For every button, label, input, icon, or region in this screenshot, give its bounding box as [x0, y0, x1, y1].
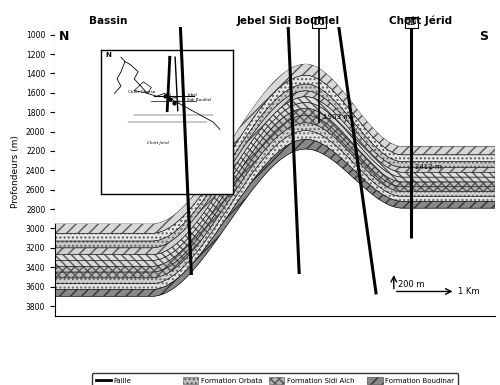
Text: 1903 m: 1903 m: [322, 114, 349, 120]
Polygon shape: [55, 75, 495, 241]
Polygon shape: [55, 102, 495, 266]
Y-axis label: Profondeurs (m): Profondeurs (m): [11, 135, 20, 208]
Text: N: N: [58, 30, 69, 43]
Text: Chott Jérid: Chott Jérid: [388, 15, 452, 26]
Text: 200 m: 200 m: [398, 280, 424, 289]
Polygon shape: [55, 123, 495, 284]
Polygon shape: [55, 131, 495, 290]
Text: Bassin: Bassin: [88, 16, 127, 26]
Text: 2412 m: 2412 m: [415, 164, 442, 169]
Polygon shape: [55, 91, 495, 254]
Text: Jebel Sidi Bouhlel: Jebel Sidi Bouhlel: [236, 16, 340, 26]
Polygon shape: [55, 108, 495, 272]
Text: S: S: [480, 30, 488, 43]
Polygon shape: [55, 64, 495, 233]
Polygon shape: [55, 115, 495, 278]
Polygon shape: [55, 84, 495, 248]
Text: DG: DG: [313, 18, 325, 27]
Legend: Faille, Formation Zebbag, Formation Orbata, Dolomie aptienne, Formation Sidi Aic: Faille, Formation Zebbag, Formation Orba…: [92, 373, 458, 385]
Text: CD: CD: [406, 18, 417, 27]
Text: 1 Km: 1 Km: [458, 287, 479, 296]
Polygon shape: [55, 139, 495, 296]
Polygon shape: [55, 97, 495, 261]
